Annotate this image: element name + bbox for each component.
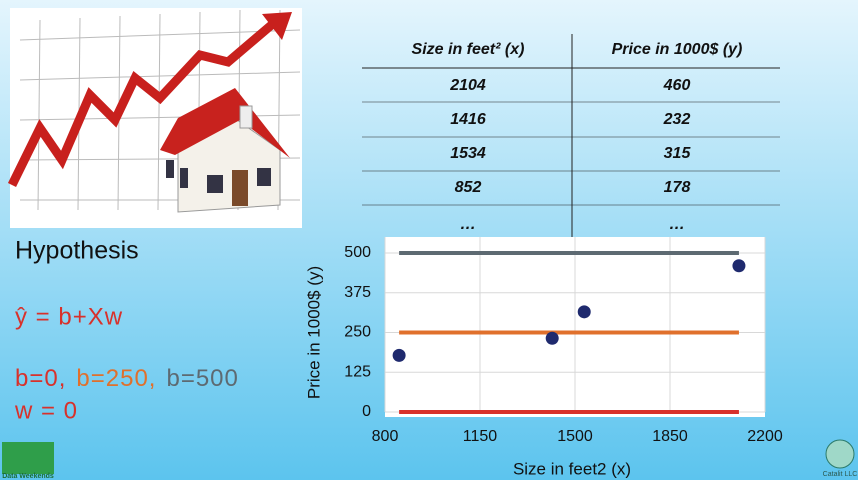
param: b=500 xyxy=(166,365,238,392)
point xyxy=(545,331,559,345)
logo-left xyxy=(2,442,54,474)
point xyxy=(577,305,591,319)
point xyxy=(732,259,746,273)
table-cell: 1534 xyxy=(450,145,486,162)
logo-text: Catalit LLC xyxy=(823,471,858,478)
y-tick-label: 250 xyxy=(344,324,371,341)
y-axis-title: Price in 1000$ (y) xyxy=(304,266,323,399)
x-tick-label: 1500 xyxy=(557,428,593,445)
point xyxy=(392,348,406,362)
param: b=250, xyxy=(76,365,156,392)
y-tick-label: 125 xyxy=(344,363,371,380)
table-header: Size in feet² (x) xyxy=(412,41,525,58)
logo-right xyxy=(825,439,855,469)
w-value: w = 0 xyxy=(14,397,78,424)
x-tick-label: 1150 xyxy=(463,428,498,445)
table xyxy=(362,34,780,240)
table-header: Price in 1000$ (y) xyxy=(612,41,743,58)
param: b=0, xyxy=(15,365,66,392)
table-cell: 852 xyxy=(455,179,482,196)
hypothesis-title: Hypothesis xyxy=(15,237,139,265)
table-cell: 178 xyxy=(664,179,691,196)
table-cell: 315 xyxy=(664,145,692,162)
table-cell: 2104 xyxy=(449,77,486,94)
y-tick-label: 375 xyxy=(344,284,371,301)
logo-text: Data Weekends xyxy=(2,473,54,480)
x-tick-label: 1850 xyxy=(652,428,688,445)
table-cell: 460 xyxy=(663,77,691,94)
y-tick-label: 500 xyxy=(344,244,371,261)
x-tick-label: 2200 xyxy=(747,428,783,445)
table-cell: … xyxy=(460,216,476,233)
table-cell: 232 xyxy=(663,111,691,128)
params: b=0, b=250, b=500 xyxy=(15,365,239,392)
x-tick-label: 800 xyxy=(372,428,399,445)
clipart xyxy=(7,8,302,228)
table-cell: … xyxy=(669,216,685,233)
table-cell: 1416 xyxy=(450,111,486,128)
formula: ŷ = b+Xw xyxy=(15,303,123,330)
x-axis-title: Size in feet2 (x) xyxy=(513,459,631,478)
y-tick-label: 0 xyxy=(362,403,371,420)
